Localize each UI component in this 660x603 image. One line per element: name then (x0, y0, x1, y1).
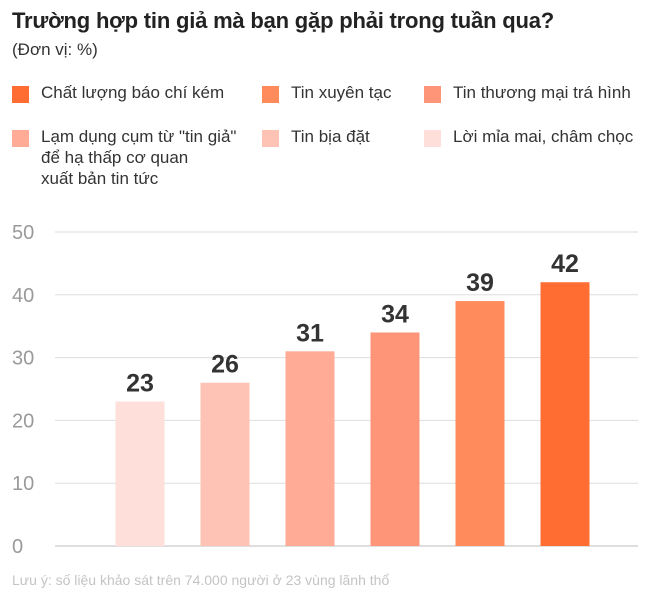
legend-swatch (262, 130, 279, 147)
y-tick-label: 20 (12, 410, 34, 432)
legend-item-fabricated: Tin bịa đặt (262, 126, 370, 147)
legend-item-term-misuse: Lạm dụng cụm từ "tin giả" để hạ thấp cơ … (12, 126, 236, 189)
bar-value-label: 31 (296, 319, 324, 347)
bar (540, 282, 590, 546)
y-tick-label: 0 (12, 536, 23, 558)
survey-note: Lưu ý: số liệu khảo sát trên 74.000 ngườ… (12, 572, 390, 588)
y-tick-label: 50 (12, 222, 34, 244)
bar-value-label: 34 (381, 300, 409, 328)
legend-swatch (424, 130, 441, 147)
legend-item-disguised-ads: Tin thương mại trá hình (424, 82, 631, 103)
legend-swatch (12, 86, 29, 103)
chart-subtitle: (Đơn vị: %) (12, 40, 98, 59)
legend-item-satire: Lời mỉa mai, châm chọc (424, 126, 633, 147)
y-tick-label: 40 (12, 285, 34, 307)
bar-value-label: 39 (466, 269, 494, 297)
legend-label: Lời mỉa mai, châm chọc (453, 127, 634, 146)
bar-value-label: 26 (211, 351, 239, 379)
legend-item-poor-journalism: Chất lượng báo chí kém (12, 82, 224, 103)
legend-label: Tin thương mại trá hình (453, 83, 631, 102)
legend-swatch (12, 130, 29, 147)
legend-label: Lạm dụng cụm từ "tin giả" để hạ thấp cơ … (41, 127, 237, 188)
legend-label: Chất lượng báo chí kém (41, 83, 225, 102)
legend-label: Tin xuyên tạc (291, 83, 392, 102)
y-tick-label: 30 (12, 348, 34, 370)
bar (285, 351, 335, 546)
bar-value-label: 23 (126, 370, 154, 398)
bar (370, 332, 420, 546)
bar (115, 401, 165, 546)
legend-item-spin: Tin xuyên tạc (262, 82, 391, 103)
legend-swatch (424, 86, 441, 103)
bar (200, 382, 250, 546)
legend-swatch (262, 86, 279, 103)
legend-label: Tin bịa đặt (291, 127, 370, 146)
chart-title: Trường hợp tin giả mà bạn gặp phải trong… (12, 8, 554, 33)
bar (455, 301, 505, 546)
bar-value-label: 42 (551, 250, 579, 278)
y-tick-label: 10 (12, 473, 34, 495)
